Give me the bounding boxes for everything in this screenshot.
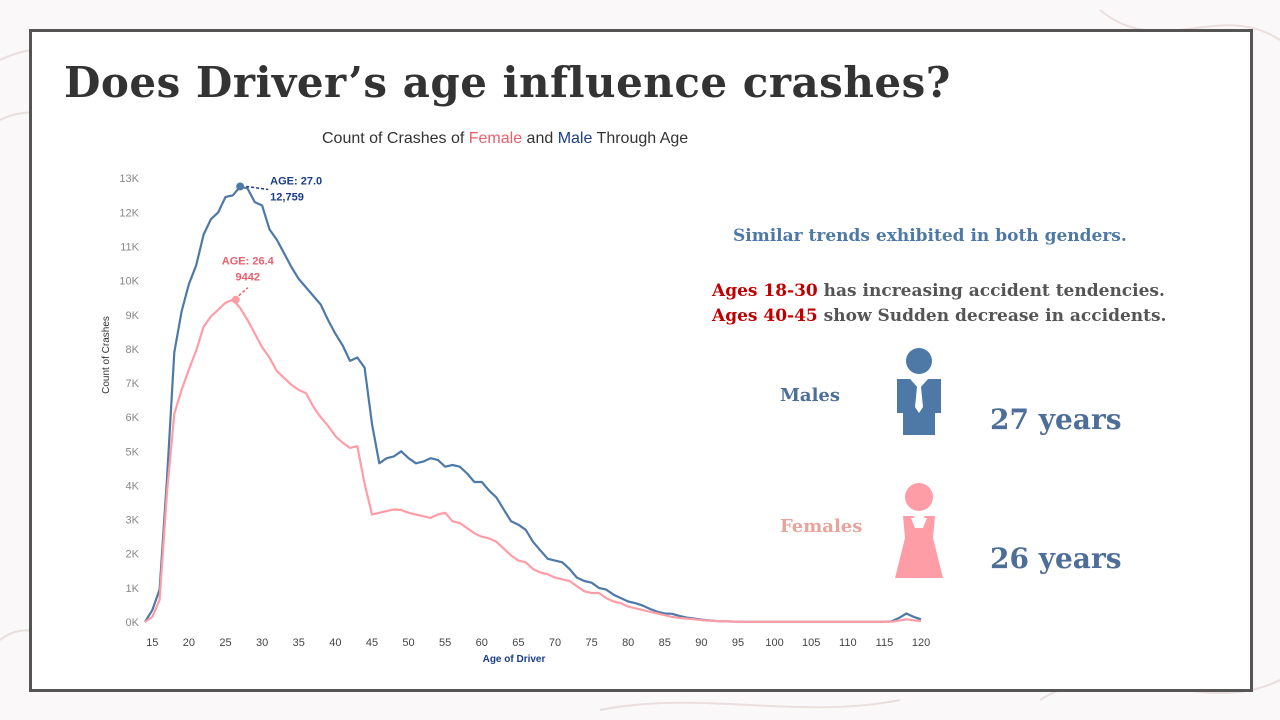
trend-statement: Similar trends exhibited in both genders… bbox=[733, 226, 1127, 246]
chart-title-post: Through Age bbox=[592, 130, 689, 147]
y-tick-label: 1K bbox=[126, 583, 140, 595]
male-person-icon bbox=[897, 348, 941, 435]
x-tick-label: 100 bbox=[765, 637, 783, 649]
y-tick-label: 10K bbox=[119, 276, 139, 288]
x-tick-label: 60 bbox=[476, 637, 488, 649]
x-tick-label: 85 bbox=[659, 637, 671, 649]
y-tick-label: 5K bbox=[126, 446, 140, 458]
x-tick-label: 30 bbox=[256, 637, 268, 649]
chart-title-female: Female bbox=[468, 130, 523, 147]
male-annotation-age: AGE: 27.0 bbox=[270, 175, 322, 187]
female-peak-marker bbox=[231, 295, 240, 304]
x-tick-label: 80 bbox=[622, 637, 634, 649]
ages-18-30-highlight: Ages 18-30 bbox=[712, 281, 818, 301]
x-tick-label: 105 bbox=[802, 637, 820, 649]
slide-frame bbox=[29, 29, 1253, 692]
ages-40-45-text: show Sudden decrease in accidents. bbox=[817, 306, 1167, 326]
y-tick-label: 8K bbox=[126, 344, 140, 356]
x-tick-label: 40 bbox=[329, 637, 341, 649]
female-person-icon bbox=[895, 483, 943, 578]
y-tick-label: 6K bbox=[126, 412, 140, 424]
male-peak-age: 27 years bbox=[990, 403, 1122, 436]
chart-title-pre: Count of Crashes of bbox=[322, 130, 469, 147]
x-tick-label: 20 bbox=[183, 637, 195, 649]
x-axis-label: Age of Driver bbox=[483, 654, 546, 665]
y-tick-label: 12K bbox=[119, 207, 139, 219]
ages-18-30-text: has increasing accident tendencies. bbox=[817, 281, 1165, 301]
x-tick-label: 15 bbox=[146, 637, 158, 649]
chart-title-mid: and bbox=[522, 130, 558, 147]
y-tick-label: 2K bbox=[126, 549, 140, 561]
x-tick-label: 35 bbox=[293, 637, 305, 649]
y-tick-label: 9K bbox=[126, 310, 140, 322]
x-tick-label: 45 bbox=[366, 637, 378, 649]
x-tick-label: 110 bbox=[839, 637, 857, 649]
ages-40-45-statement: Ages 40-45 show Sudden decrease in accid… bbox=[712, 306, 1166, 326]
males-label: Males bbox=[780, 385, 841, 406]
y-axis-label: Count of Crashes bbox=[101, 316, 112, 394]
chart-title-male: Male bbox=[557, 130, 593, 147]
x-tick-label: 55 bbox=[439, 637, 451, 649]
x-tick-label: 65 bbox=[512, 637, 524, 649]
x-tick-label: 120 bbox=[912, 637, 930, 649]
slide-title: Does Driver’s age influence crashes? bbox=[64, 58, 951, 107]
female-annotation-value: 9442 bbox=[236, 272, 260, 284]
x-tick-label: 25 bbox=[219, 637, 231, 649]
x-tick-label: 95 bbox=[732, 637, 744, 649]
female-series-line bbox=[144, 298, 922, 623]
male-annotation-leader bbox=[246, 185, 269, 191]
crash-line-chart: 0K 1K 2K 3K 4K 5K 6K 7K 8K 9K 10K 11K 12K 13K 15 20 25 30… bbox=[101, 173, 930, 665]
y-tick-label: 4K bbox=[126, 480, 140, 492]
x-tick-label: 50 bbox=[402, 637, 414, 649]
female-annotation-leader bbox=[238, 287, 249, 297]
female-annotation-age: AGE: 26.4 bbox=[222, 256, 275, 268]
x-tick-label: 75 bbox=[585, 637, 597, 649]
male-annotation-value: 12,759 bbox=[270, 191, 304, 203]
y-tick-label: 13K bbox=[119, 173, 139, 185]
females-label: Females bbox=[780, 516, 863, 537]
ages-18-30-statement: Ages 18-30 has increasing accident tende… bbox=[712, 281, 1165, 301]
ages-40-45-highlight: Ages 40-45 bbox=[712, 306, 818, 326]
chart-title: Count of Crashes of Female and Male Thro… bbox=[322, 130, 688, 148]
y-tick-label: 11K bbox=[120, 242, 139, 254]
x-tick-label: 90 bbox=[695, 637, 707, 649]
y-tick-label: 3K bbox=[126, 515, 140, 527]
x-tick-label: 70 bbox=[549, 637, 561, 649]
male-peak-marker bbox=[236, 182, 245, 191]
y-tick-label: 0K bbox=[126, 617, 140, 629]
x-tick-label: 115 bbox=[876, 637, 894, 649]
female-peak-age: 26 years bbox=[990, 542, 1122, 575]
y-tick-label: 7K bbox=[126, 378, 140, 390]
